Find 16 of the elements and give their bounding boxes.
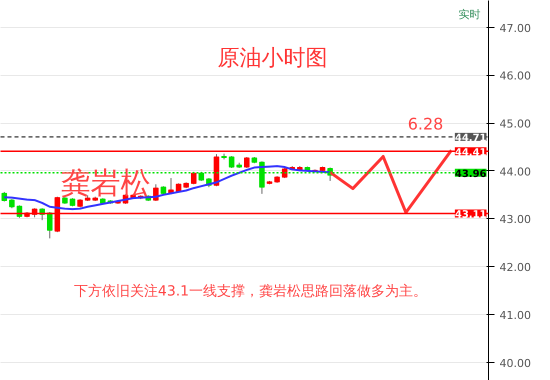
annotation: 实时	[458, 8, 480, 21]
ref-line-label: 43.11	[454, 209, 487, 220]
y-tick-label: 45.00	[500, 118, 531, 131]
y-tick-label: 44.00	[500, 165, 531, 178]
ref-line-label: 44.41	[454, 147, 487, 158]
y-tick-label: 47.00	[500, 22, 531, 35]
annotation: 下方依旧关注43.1一线支撑，龚岩松思路回落做多为主。	[74, 284, 428, 300]
annotation: 龚岩松	[60, 167, 150, 200]
y-tick-label: 42.00	[500, 261, 531, 274]
text: 原油小时图	[218, 45, 328, 70]
annotation: 6.28	[408, 114, 444, 134]
y-tick-label: 43.00	[500, 213, 531, 226]
ref-line-label: 44.71	[454, 132, 487, 144]
y-tick-label: 46.00	[500, 70, 531, 83]
y-tick-label: 40.00	[500, 356, 531, 370]
y-tick-label: 41.00	[500, 308, 531, 322]
